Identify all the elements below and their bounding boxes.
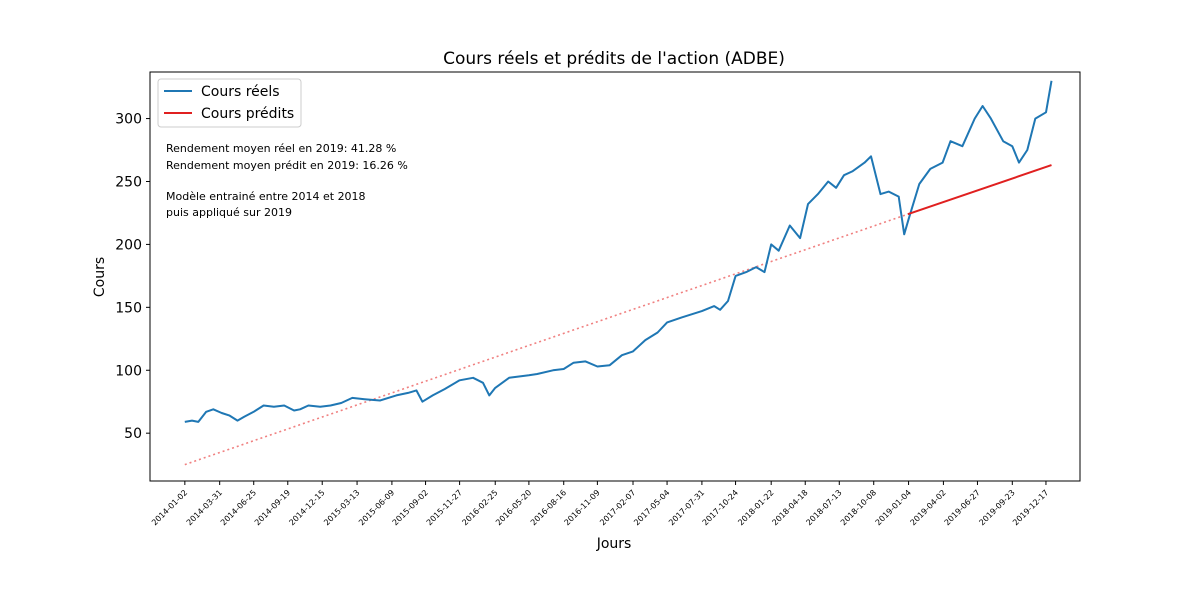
legend-frame	[157, 78, 302, 128]
legend-label-real: Cours réels	[201, 84, 280, 100]
chart-title: Cours réels et prédits de l'action (ADBE…	[443, 49, 785, 69]
y-tick-label: 150	[115, 300, 142, 316]
y-tick-label: 50	[124, 426, 142, 442]
series-line-1	[907, 164, 1052, 216]
x-axis-label: Jours	[596, 536, 632, 552]
x-tick-label: 2014-01-02	[150, 488, 189, 527]
y-axis-label: Cours	[92, 257, 108, 297]
y-tick-label: 250	[115, 174, 142, 190]
x-tick-label: 2016-05-20	[494, 488, 533, 527]
annotation-predicted-return: Rendement moyen prédit en 2019: 16.26 %	[166, 159, 408, 172]
annotation-real-return: Rendement moyen réel en 2019: 41.28 %	[166, 142, 396, 155]
x-tick-label: 2018-10-08	[839, 488, 878, 527]
legend-label-predicted: Cours prédits	[201, 106, 294, 122]
x-tick-label: 2014-12-15	[287, 488, 326, 527]
y-tick-label: 100	[115, 363, 142, 379]
legend: Cours réels Cours prédits	[157, 78, 302, 128]
annotation-applied-period: puis appliqué sur 2019	[166, 206, 292, 219]
x-tick-label: 2015-11-27	[425, 488, 464, 527]
series-line-2	[184, 213, 909, 466]
data-layer	[184, 80, 1053, 466]
plot-area-frame	[149, 71, 1081, 482]
y-axis: 50 100 150 200 250 300	[115, 112, 150, 442]
x-tick-label: 2017-10-24	[701, 488, 740, 527]
x-axis: 2014-01-022014-03-312014-06-252014-09-19…	[150, 481, 1050, 527]
annotation-block: Rendement moyen réel en 2019: 41.28 % Re…	[166, 142, 408, 219]
x-tick-label: 2018-07-13	[804, 488, 843, 527]
x-tick-label: 2014-09-19	[253, 488, 292, 527]
x-tick-label: 2017-05-04	[632, 488, 671, 527]
y-tick-label: 200	[115, 237, 142, 253]
y-tick-label: 300	[115, 112, 142, 128]
series-line-0	[184, 80, 1053, 423]
annotation-training-period: Modèle entrainé entre 2014 et 2018	[166, 190, 366, 203]
x-tick-label: 2019-06-27	[943, 488, 982, 527]
x-tick-label: 2019-01-04	[874, 488, 913, 527]
x-tick-label: 2019-12-17	[1011, 488, 1050, 527]
x-tick-label: 2015-03-13	[322, 488, 361, 527]
x-tick-label: 2016-11-09	[563, 488, 602, 527]
